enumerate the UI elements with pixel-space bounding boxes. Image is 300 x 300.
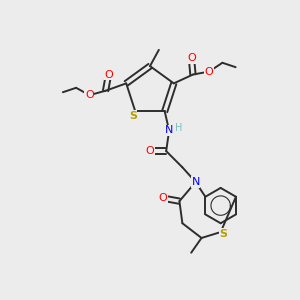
Text: O: O: [187, 53, 196, 63]
Text: O: O: [104, 70, 113, 80]
Text: S: S: [129, 111, 137, 121]
Text: O: O: [85, 90, 94, 100]
Text: O: O: [146, 146, 154, 156]
Text: O: O: [205, 67, 214, 76]
Text: N: N: [191, 177, 200, 187]
Text: S: S: [220, 229, 228, 238]
Text: H: H: [175, 123, 182, 133]
Text: O: O: [159, 193, 168, 203]
Text: N: N: [165, 125, 173, 136]
